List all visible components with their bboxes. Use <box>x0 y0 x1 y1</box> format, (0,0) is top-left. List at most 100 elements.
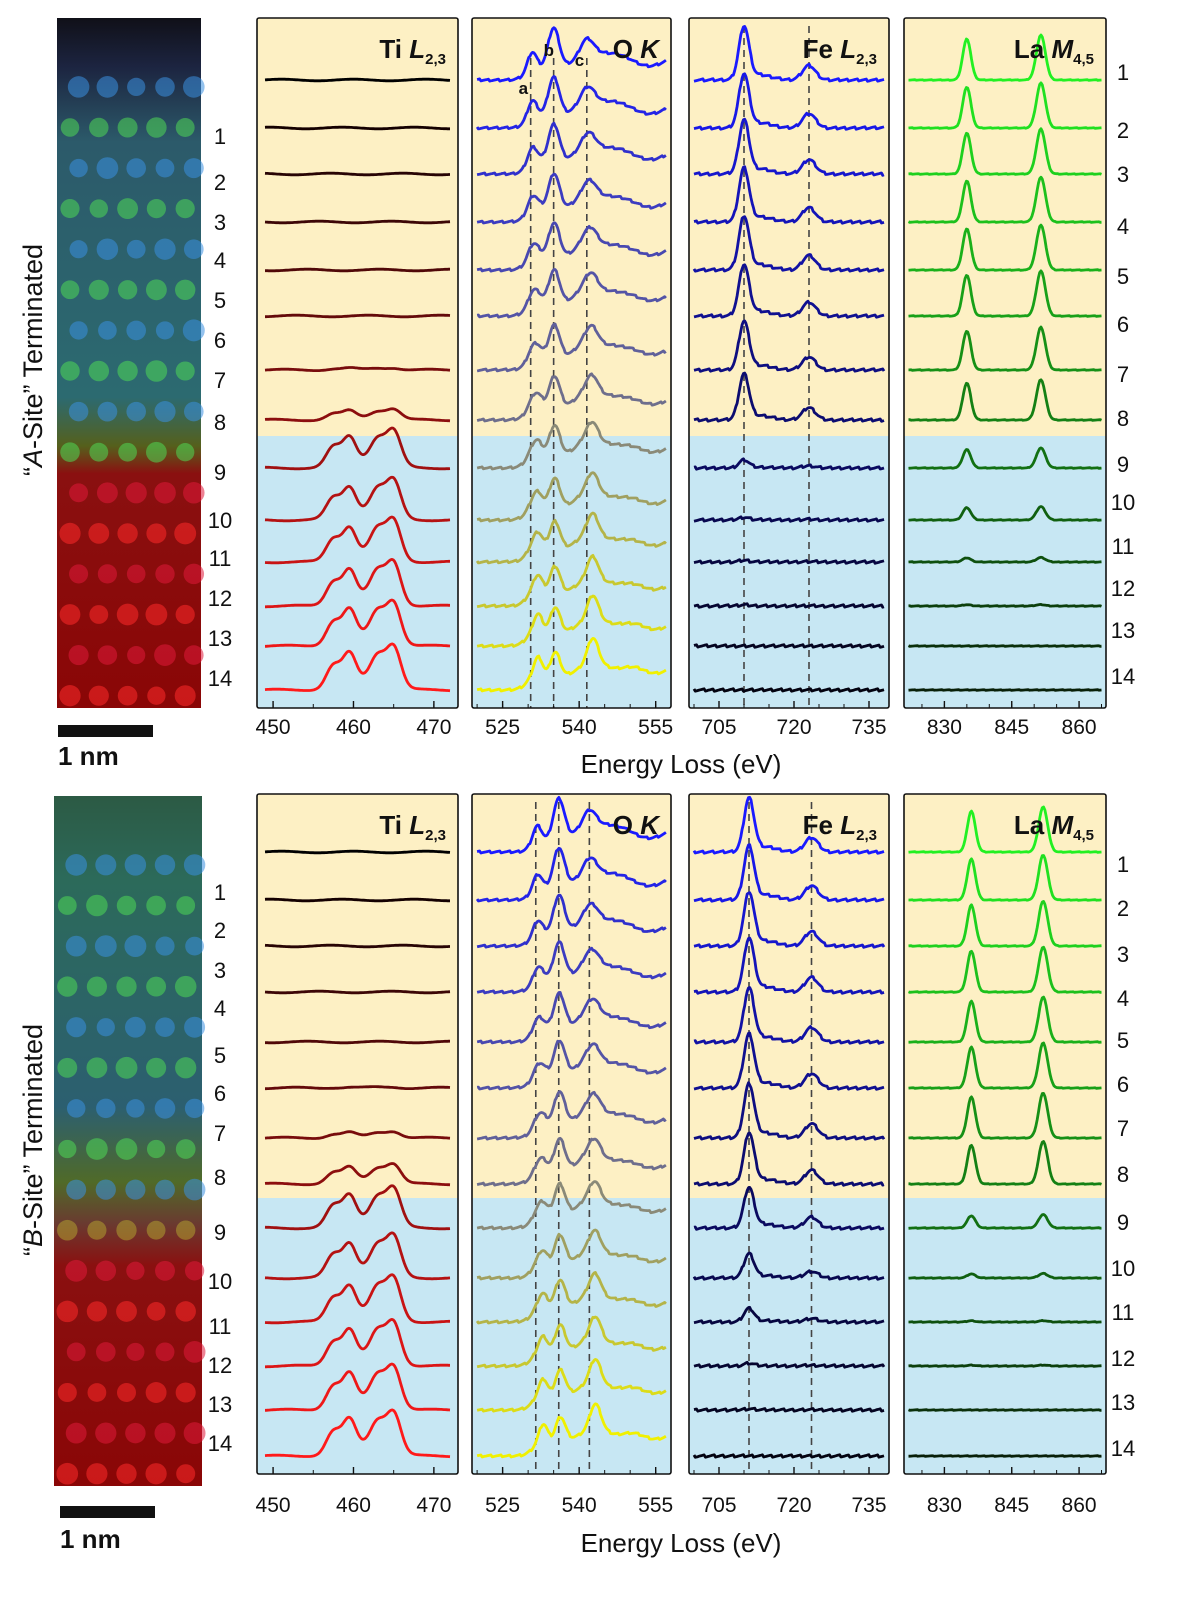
layer-number-right: 14 <box>1111 664 1135 689</box>
spectrum-line <box>693 1131 885 1187</box>
spectrum-line <box>693 843 885 903</box>
spectrum-line <box>908 1041 1102 1090</box>
panel-title: Ti L2,3 <box>379 810 446 844</box>
spectrum-line <box>476 637 667 693</box>
x-axis-title: Energy Loss (eV) <box>581 749 782 779</box>
layer-number-left: 5 <box>214 1043 226 1068</box>
layer-number-right: 12 <box>1111 1346 1135 1371</box>
spectrum-line <box>693 1031 885 1091</box>
panel-title: O K <box>613 810 661 840</box>
spectrum-line <box>476 594 667 649</box>
x-tick-label: 705 <box>701 1494 736 1517</box>
layer-number-right: 4 <box>1117 214 1129 239</box>
panel-frame <box>903 17 1107 709</box>
layer-number-left: 7 <box>214 1121 226 1146</box>
spectrum-line <box>264 1184 451 1231</box>
layer-number-right: 3 <box>1117 942 1129 967</box>
spectrum-line <box>476 471 667 523</box>
spectrum-line <box>693 1081 886 1141</box>
layer-number-left: 12 <box>208 1353 232 1378</box>
spectrum-line <box>476 1180 667 1231</box>
scale-bar-label: 1 nm <box>60 1524 121 1554</box>
spectrum-line <box>476 1358 667 1413</box>
layer-number-left: 13 <box>208 626 232 651</box>
panel-title: Ti L2,3 <box>379 34 446 68</box>
substrate-region <box>472 436 671 708</box>
spectrum-line <box>264 1273 451 1325</box>
spectrum-line <box>908 854 1102 902</box>
spectrum-line <box>264 426 451 471</box>
spectrum-line <box>693 558 885 565</box>
spectrum-line <box>264 598 451 648</box>
x-tick-label: 450 <box>256 716 291 739</box>
layer-number-right: 3 <box>1117 162 1129 187</box>
x-tick-label: 470 <box>416 1494 451 1517</box>
spectrum-line <box>908 555 1102 564</box>
layer-number-left: 13 <box>208 1392 232 1417</box>
spectrum-line <box>264 849 451 855</box>
substrate-region <box>904 1198 1106 1474</box>
layer-number-left: 9 <box>214 1220 226 1245</box>
spectrum-line <box>476 1090 667 1141</box>
spectrum-line <box>476 1315 667 1369</box>
spectrum-line <box>476 268 667 319</box>
panel-la: 830 845 860 La M4,5 <box>903 17 1107 739</box>
spectrum-line <box>264 1408 451 1459</box>
film-region <box>904 18 1106 436</box>
spectrum-line <box>692 1251 885 1281</box>
film-region <box>689 794 889 1198</box>
x-axis-title: Energy Loss (eV) <box>581 1528 782 1558</box>
spectrum-line <box>475 511 667 565</box>
panel-title: O K <box>613 34 661 64</box>
layer-number-left: 12 <box>208 586 232 611</box>
spectrum-line <box>693 117 885 177</box>
panel-frame <box>688 17 890 709</box>
layer-number-right: 8 <box>1117 1162 1129 1187</box>
spectrum-line <box>476 893 667 949</box>
spectrum-line <box>693 72 885 131</box>
spectrum-line <box>908 1140 1103 1186</box>
layer-number-right: 7 <box>1117 362 1129 387</box>
spectrum-line <box>908 805 1102 854</box>
peak-label: b <box>544 41 554 60</box>
spectrum-line <box>476 1039 667 1091</box>
film-region <box>472 794 671 1198</box>
layer-number-left: 10 <box>208 1269 232 1294</box>
layer-number-right: 1 <box>1117 852 1129 877</box>
spectrum-line <box>908 446 1102 470</box>
layer-number-left: 14 <box>208 666 232 691</box>
layer-number-right: 5 <box>1117 264 1129 289</box>
film-region <box>257 18 458 436</box>
panel-title: Fe L2,3 <box>803 810 877 844</box>
x-tick-label: 450 <box>256 1494 291 1517</box>
spectrum-line <box>692 215 885 273</box>
spectrum-line <box>476 172 667 225</box>
layer-number-right: 13 <box>1111 1390 1135 1415</box>
spectrum-line <box>264 267 451 273</box>
x-tick-label: 845 <box>994 716 1029 739</box>
spectrum-line <box>908 1271 1102 1280</box>
spectrum-line <box>264 77 451 83</box>
spectrum-line <box>476 121 667 177</box>
x-tick-label: 470 <box>416 716 451 739</box>
spectrum-line <box>693 643 885 649</box>
spectrum-line <box>693 371 885 423</box>
layer-number-right: 8 <box>1117 406 1129 431</box>
spectrum-line <box>908 127 1103 176</box>
spectrum-line <box>908 688 1102 692</box>
layer-number-right: 10 <box>1111 1256 1135 1281</box>
x-tick-label: 460 <box>336 1494 371 1517</box>
peak-label: c <box>575 51 584 70</box>
spectrum-line <box>264 642 451 693</box>
spectrum-line <box>475 846 667 903</box>
layer-number-left: 4 <box>214 248 226 273</box>
spectrum-line <box>476 372 667 423</box>
spectrum-line <box>907 1408 1102 1412</box>
scale-bar <box>58 725 153 737</box>
spectrum-line <box>264 943 451 949</box>
film-region <box>257 794 458 1198</box>
spectrum-line <box>908 33 1102 82</box>
spectrum-line <box>908 1319 1102 1324</box>
spectrum-line <box>692 687 885 693</box>
panel-frame <box>471 17 672 709</box>
